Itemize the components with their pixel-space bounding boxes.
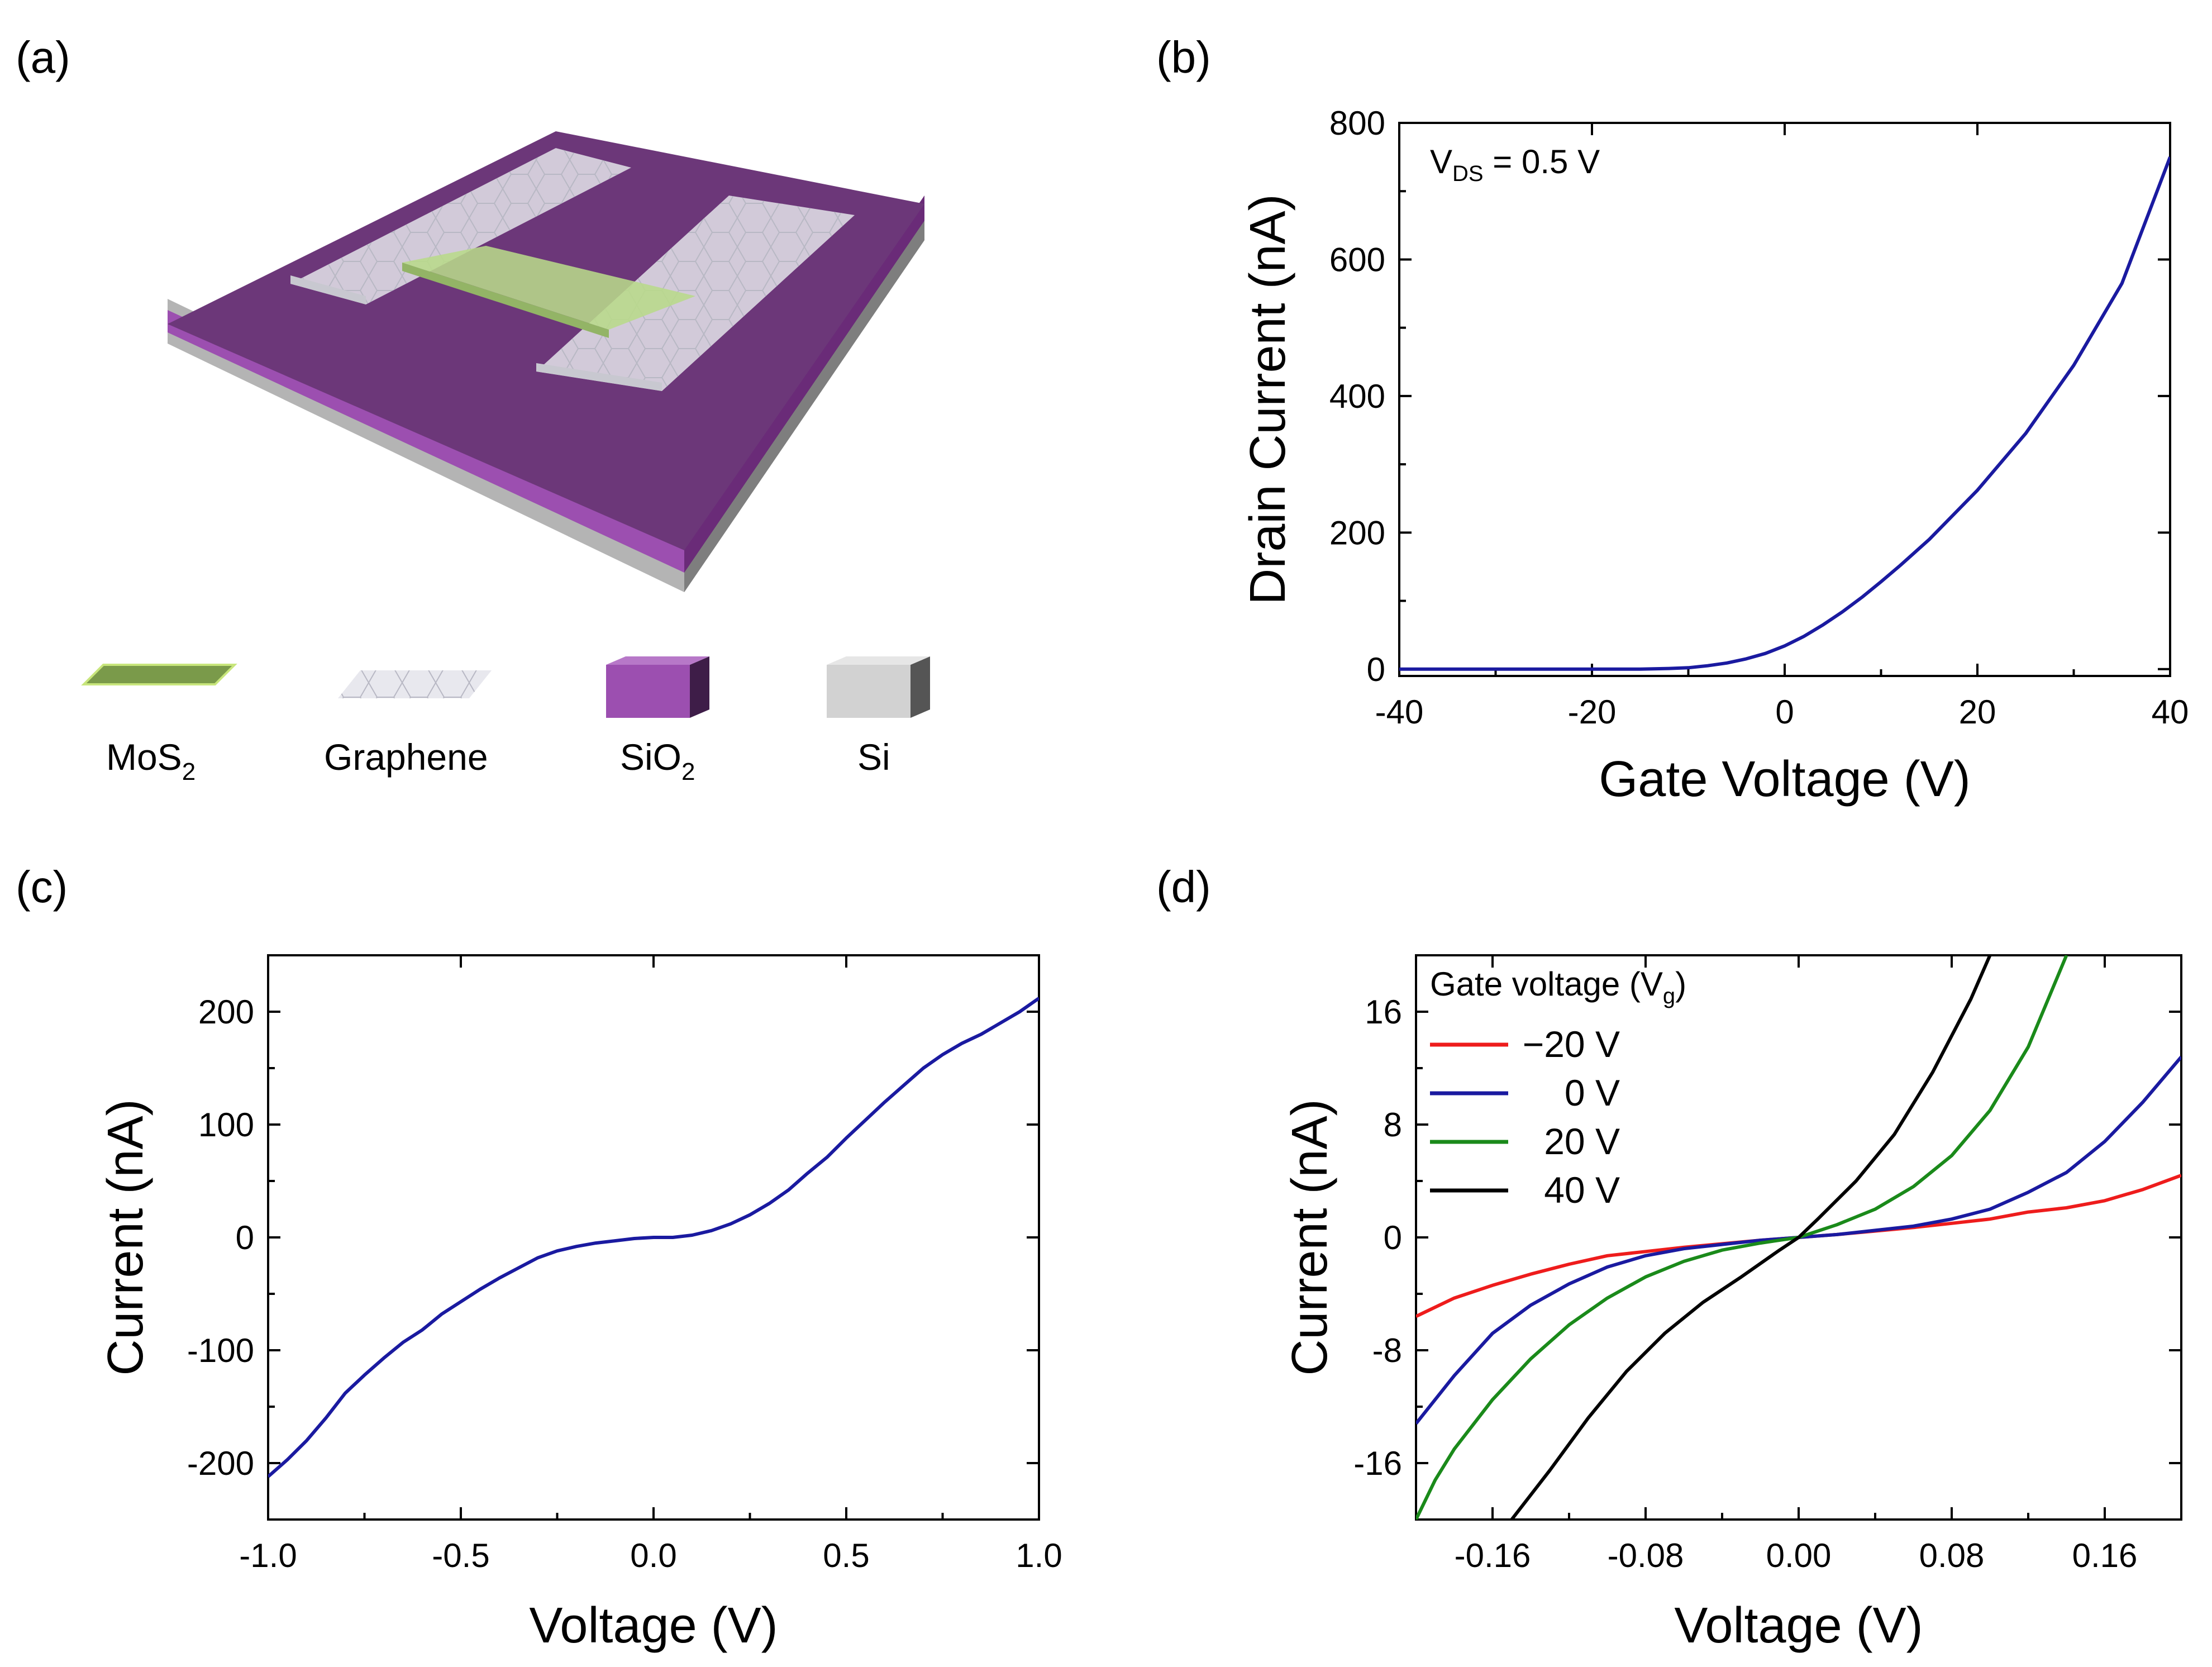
chart-b-ytick-label: 0 bbox=[1367, 651, 1385, 688]
chart-d-xtick-label: 0.16 bbox=[2072, 1537, 2138, 1574]
chart-b-series-0 bbox=[1399, 156, 2170, 671]
chart-d-xtick-label: -0.16 bbox=[1455, 1537, 1531, 1574]
chart-d-series-1 bbox=[1416, 1055, 2181, 1425]
chart-d-ytick-label: 0 bbox=[1384, 1219, 1402, 1256]
chart-b-annotation: VDS = 0.5 V bbox=[1430, 143, 1600, 186]
chart-d-legend-label: −20 V bbox=[1523, 1023, 1620, 1065]
legend-sio2-label: SiO2 bbox=[620, 736, 695, 785]
chart-b-xtick-label: -20 bbox=[1568, 693, 1617, 731]
chart-d-marks: -0.16 -0.08 0.00 0.08 0.16 -16 -8 0 8 16 bbox=[1353, 955, 2181, 1574]
chart-d-ylabel: Current (nA) bbox=[1282, 1099, 1338, 1375]
chart-d-legend-title: Gate voltage (Vg) bbox=[1430, 965, 1686, 1008]
chart-c-xtick-label: 0.5 bbox=[823, 1537, 869, 1574]
panel-label-d: (d) bbox=[1156, 862, 1211, 912]
chart-b-frame bbox=[1398, 122, 2171, 677]
chart-d-series-2 bbox=[1416, 955, 2068, 1520]
legend-mos2-label: MoS2 bbox=[106, 736, 196, 785]
chart-c-ylabel: Current (nA) bbox=[98, 1099, 154, 1375]
chart-d-ytick-label: 8 bbox=[1384, 1106, 1402, 1144]
mos2-channel bbox=[402, 246, 695, 338]
chart-c-xtick-label: -0.5 bbox=[432, 1537, 489, 1574]
chart-b-xtick-label: -40 bbox=[1375, 693, 1424, 731]
chart-d-series-0 bbox=[1416, 1174, 2181, 1318]
chart-d-ytick-label: -16 bbox=[1353, 1445, 1402, 1482]
chart-c-ytick-label: 200 bbox=[198, 993, 254, 1031]
chart-b-xtick-label: 40 bbox=[2152, 693, 2189, 731]
chart-d-legend-label: 0 V bbox=[1565, 1072, 1620, 1113]
mos2-swatch bbox=[81, 664, 237, 685]
chart-d-legend-label: 40 V bbox=[1544, 1169, 1620, 1211]
chart-c-ytick-label: -200 bbox=[187, 1445, 254, 1482]
chart-d: -0.16 -0.08 0.00 0.08 0.16 -16 -8 0 8 16 Gate vol… bbox=[1282, 954, 2182, 1654]
chart-d-xtick-label: 0.00 bbox=[1766, 1537, 1832, 1574]
chart-d-xtick-label: 0.08 bbox=[1919, 1537, 1985, 1574]
chart-c-marks: -1.0 -0.5 0.0 0.5 1.0 -200 -100 0 100 200 bbox=[187, 955, 1062, 1574]
legend-graphene-label: Graphene bbox=[324, 736, 488, 778]
chart-c-series-0 bbox=[268, 997, 1039, 1478]
legend-sio2: SiO2 bbox=[606, 656, 709, 785]
chart-c-xtick-label: 1.0 bbox=[1016, 1537, 1062, 1574]
chart-b-ylabel: Drain Current (nA) bbox=[1240, 194, 1296, 604]
chart-d-legend-label: 20 V bbox=[1544, 1121, 1620, 1162]
device-legend: MoS2 Graphene SiO2 Si bbox=[81, 656, 930, 785]
chart-c-xlabel: Voltage (V) bbox=[529, 1598, 778, 1654]
sio2-swatch bbox=[606, 665, 690, 718]
chart-d-series-3 bbox=[1510, 955, 1992, 1520]
chart-c-xtick-label: -1.0 bbox=[239, 1537, 297, 1574]
chart-d-xtick-label: -0.08 bbox=[1608, 1537, 1684, 1574]
chart-b-ytick-label: 200 bbox=[1329, 514, 1385, 551]
chart-b-xtick-label: 0 bbox=[1775, 693, 1794, 731]
chart-d-xlabel: Voltage (V) bbox=[1674, 1598, 1923, 1654]
chart-d-legend: −20 V 0 V 20 V 40 V bbox=[1430, 1023, 1620, 1211]
chart-d-ytick-label: 16 bbox=[1365, 993, 1402, 1031]
chart-b-xtick-label: 20 bbox=[1959, 693, 1996, 731]
panel-label-a: (a) bbox=[16, 32, 70, 82]
si-swatch bbox=[827, 665, 910, 718]
chart-b-ytick-label: 800 bbox=[1329, 104, 1385, 142]
chart-d-ytick-label: -8 bbox=[1372, 1332, 1402, 1369]
chart-b-xlabel: Gate Voltage (V) bbox=[1599, 751, 1970, 807]
legend-graphene: Graphene bbox=[324, 670, 492, 778]
chart-b-ytick-label: 600 bbox=[1329, 241, 1385, 278]
chart-c-ytick-label: 0 bbox=[236, 1219, 254, 1256]
chart-c: -1.0 -0.5 0.0 0.5 1.0 -200 -100 0 100 200 Voltage… bbox=[98, 954, 1062, 1654]
legend-mos2: MoS2 bbox=[81, 664, 237, 785]
graphene-electrode-left bbox=[290, 148, 631, 304]
panel-label-b: (b) bbox=[1156, 32, 1211, 82]
legend-si-label: Si bbox=[857, 736, 890, 778]
chart-c-ytick-label: -100 bbox=[187, 1332, 254, 1369]
legend-si: Si bbox=[827, 656, 930, 778]
device-schematic bbox=[50, 103, 1078, 626]
panel-label-c: (c) bbox=[16, 862, 68, 912]
chart-c-xtick-label: 0.0 bbox=[630, 1537, 676, 1574]
graphene-electrode-right bbox=[536, 196, 855, 391]
chart-b-ytick-label: 400 bbox=[1329, 378, 1385, 415]
chart-c-ytick-label: 100 bbox=[198, 1106, 254, 1144]
